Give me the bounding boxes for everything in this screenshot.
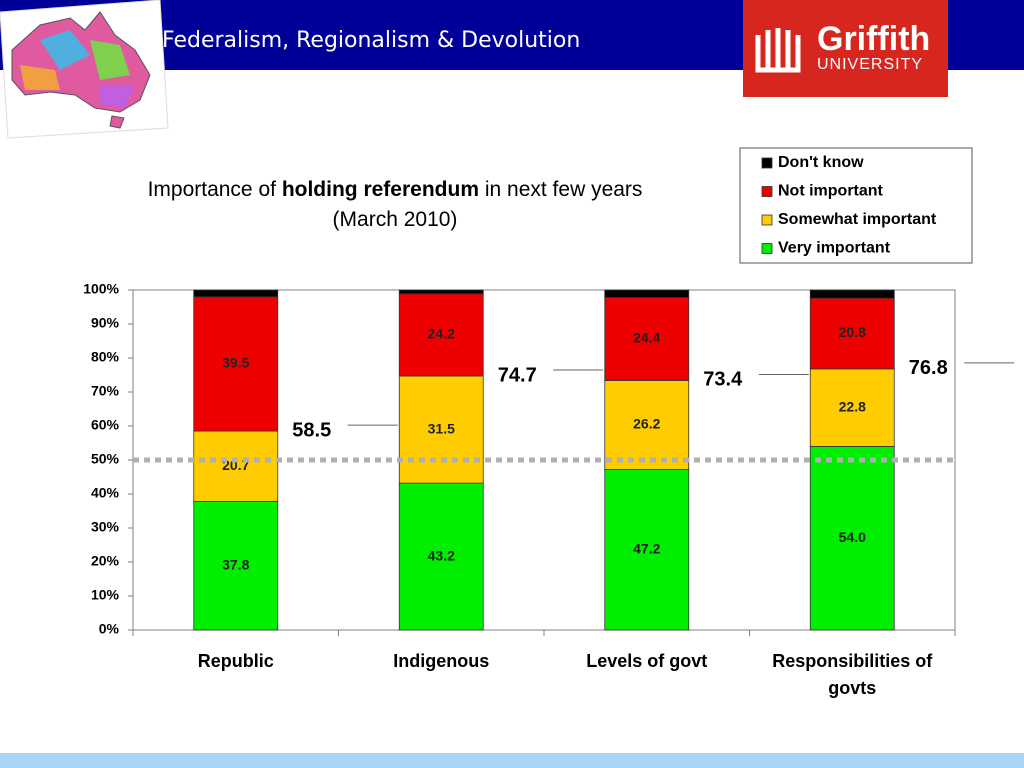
legend-swatch xyxy=(761,186,773,197)
data-label: 20.8 xyxy=(839,324,866,340)
y-tick-label: 10% xyxy=(91,587,120,603)
total-annotation: 76.8 xyxy=(909,357,948,379)
y-tick-label: 60% xyxy=(91,417,120,433)
legend-swatch xyxy=(761,214,773,226)
bar-segment xyxy=(604,297,690,381)
data-label: 39.5 xyxy=(222,355,249,371)
footer-bar xyxy=(0,753,1024,768)
legend-label: Don't know xyxy=(778,154,864,171)
bar-segment xyxy=(193,430,279,502)
total-annotation: 74.7 xyxy=(498,364,537,386)
y-tick-label: 70% xyxy=(91,383,120,399)
y-tick-label: 40% xyxy=(91,485,120,501)
bar-segment xyxy=(193,501,279,631)
y-tick-label: 20% xyxy=(91,553,120,569)
legend-label: Somewhat important xyxy=(778,211,937,228)
bar-segment xyxy=(809,368,895,447)
title-part: in next few years xyxy=(484,178,643,201)
logo-name: Griffith xyxy=(817,20,931,58)
bar-segment xyxy=(398,293,484,377)
chart-title: Importance of holding referendum in next… xyxy=(60,175,730,235)
y-tick-label: 50% xyxy=(91,451,120,467)
title-bold: holding referendum xyxy=(281,178,479,201)
legend-swatch xyxy=(761,157,773,169)
legend-box xyxy=(739,147,973,264)
data-label: 47.2 xyxy=(633,540,660,556)
bar-segment xyxy=(604,469,690,631)
logo-mark xyxy=(755,28,801,73)
data-label: 54.0 xyxy=(839,529,866,545)
total-annotation: 58.5 xyxy=(292,419,331,441)
legend-swatch xyxy=(761,243,773,254)
bar-segment xyxy=(604,289,690,298)
x-tick-label: Responsibilities of govts xyxy=(772,651,933,698)
y-tick-label: 80% xyxy=(91,349,120,365)
x-tick-label: Republic xyxy=(197,651,274,671)
legend-label: Not important xyxy=(778,183,884,200)
bar-segment xyxy=(604,380,690,470)
data-label: 26.2 xyxy=(633,416,660,432)
x-tick-label: Levels of govt xyxy=(586,651,708,671)
data-label: 43.2 xyxy=(428,547,455,563)
title-part: (March 2010) xyxy=(332,208,458,231)
data-label: 31.5 xyxy=(428,420,455,436)
legend-label: Very important xyxy=(778,240,891,257)
bar-segment xyxy=(398,375,484,484)
bar-segment xyxy=(809,445,895,631)
logo: Griffith UNIVERSITY xyxy=(743,0,948,97)
total-annotation: 73.4 xyxy=(703,369,743,391)
data-label: 37.8 xyxy=(222,556,249,572)
data-label: 20.7 xyxy=(222,457,249,473)
bar-segment xyxy=(398,289,484,295)
bar-segment xyxy=(398,482,484,631)
data-label: 24.4 xyxy=(633,330,660,346)
x-tick-label: Indigenous xyxy=(393,651,490,671)
data-label: 22.8 xyxy=(839,398,866,414)
y-tick-label: 0% xyxy=(99,621,120,637)
logo-subtitle: UNIVERSITY xyxy=(817,56,924,73)
bar-segment xyxy=(809,289,895,299)
y-tick-label: 30% xyxy=(91,519,120,535)
data-label: 24.2 xyxy=(428,326,455,342)
y-tick-label: 90% xyxy=(91,315,120,331)
bar-segment xyxy=(193,289,279,298)
map-icon xyxy=(0,0,169,139)
title-part: Importance of xyxy=(147,178,276,201)
header-title: Federalism, Regionalism & Devolution xyxy=(162,28,581,53)
bar-segment xyxy=(809,297,895,370)
y-tick-label: 100% xyxy=(83,281,119,297)
